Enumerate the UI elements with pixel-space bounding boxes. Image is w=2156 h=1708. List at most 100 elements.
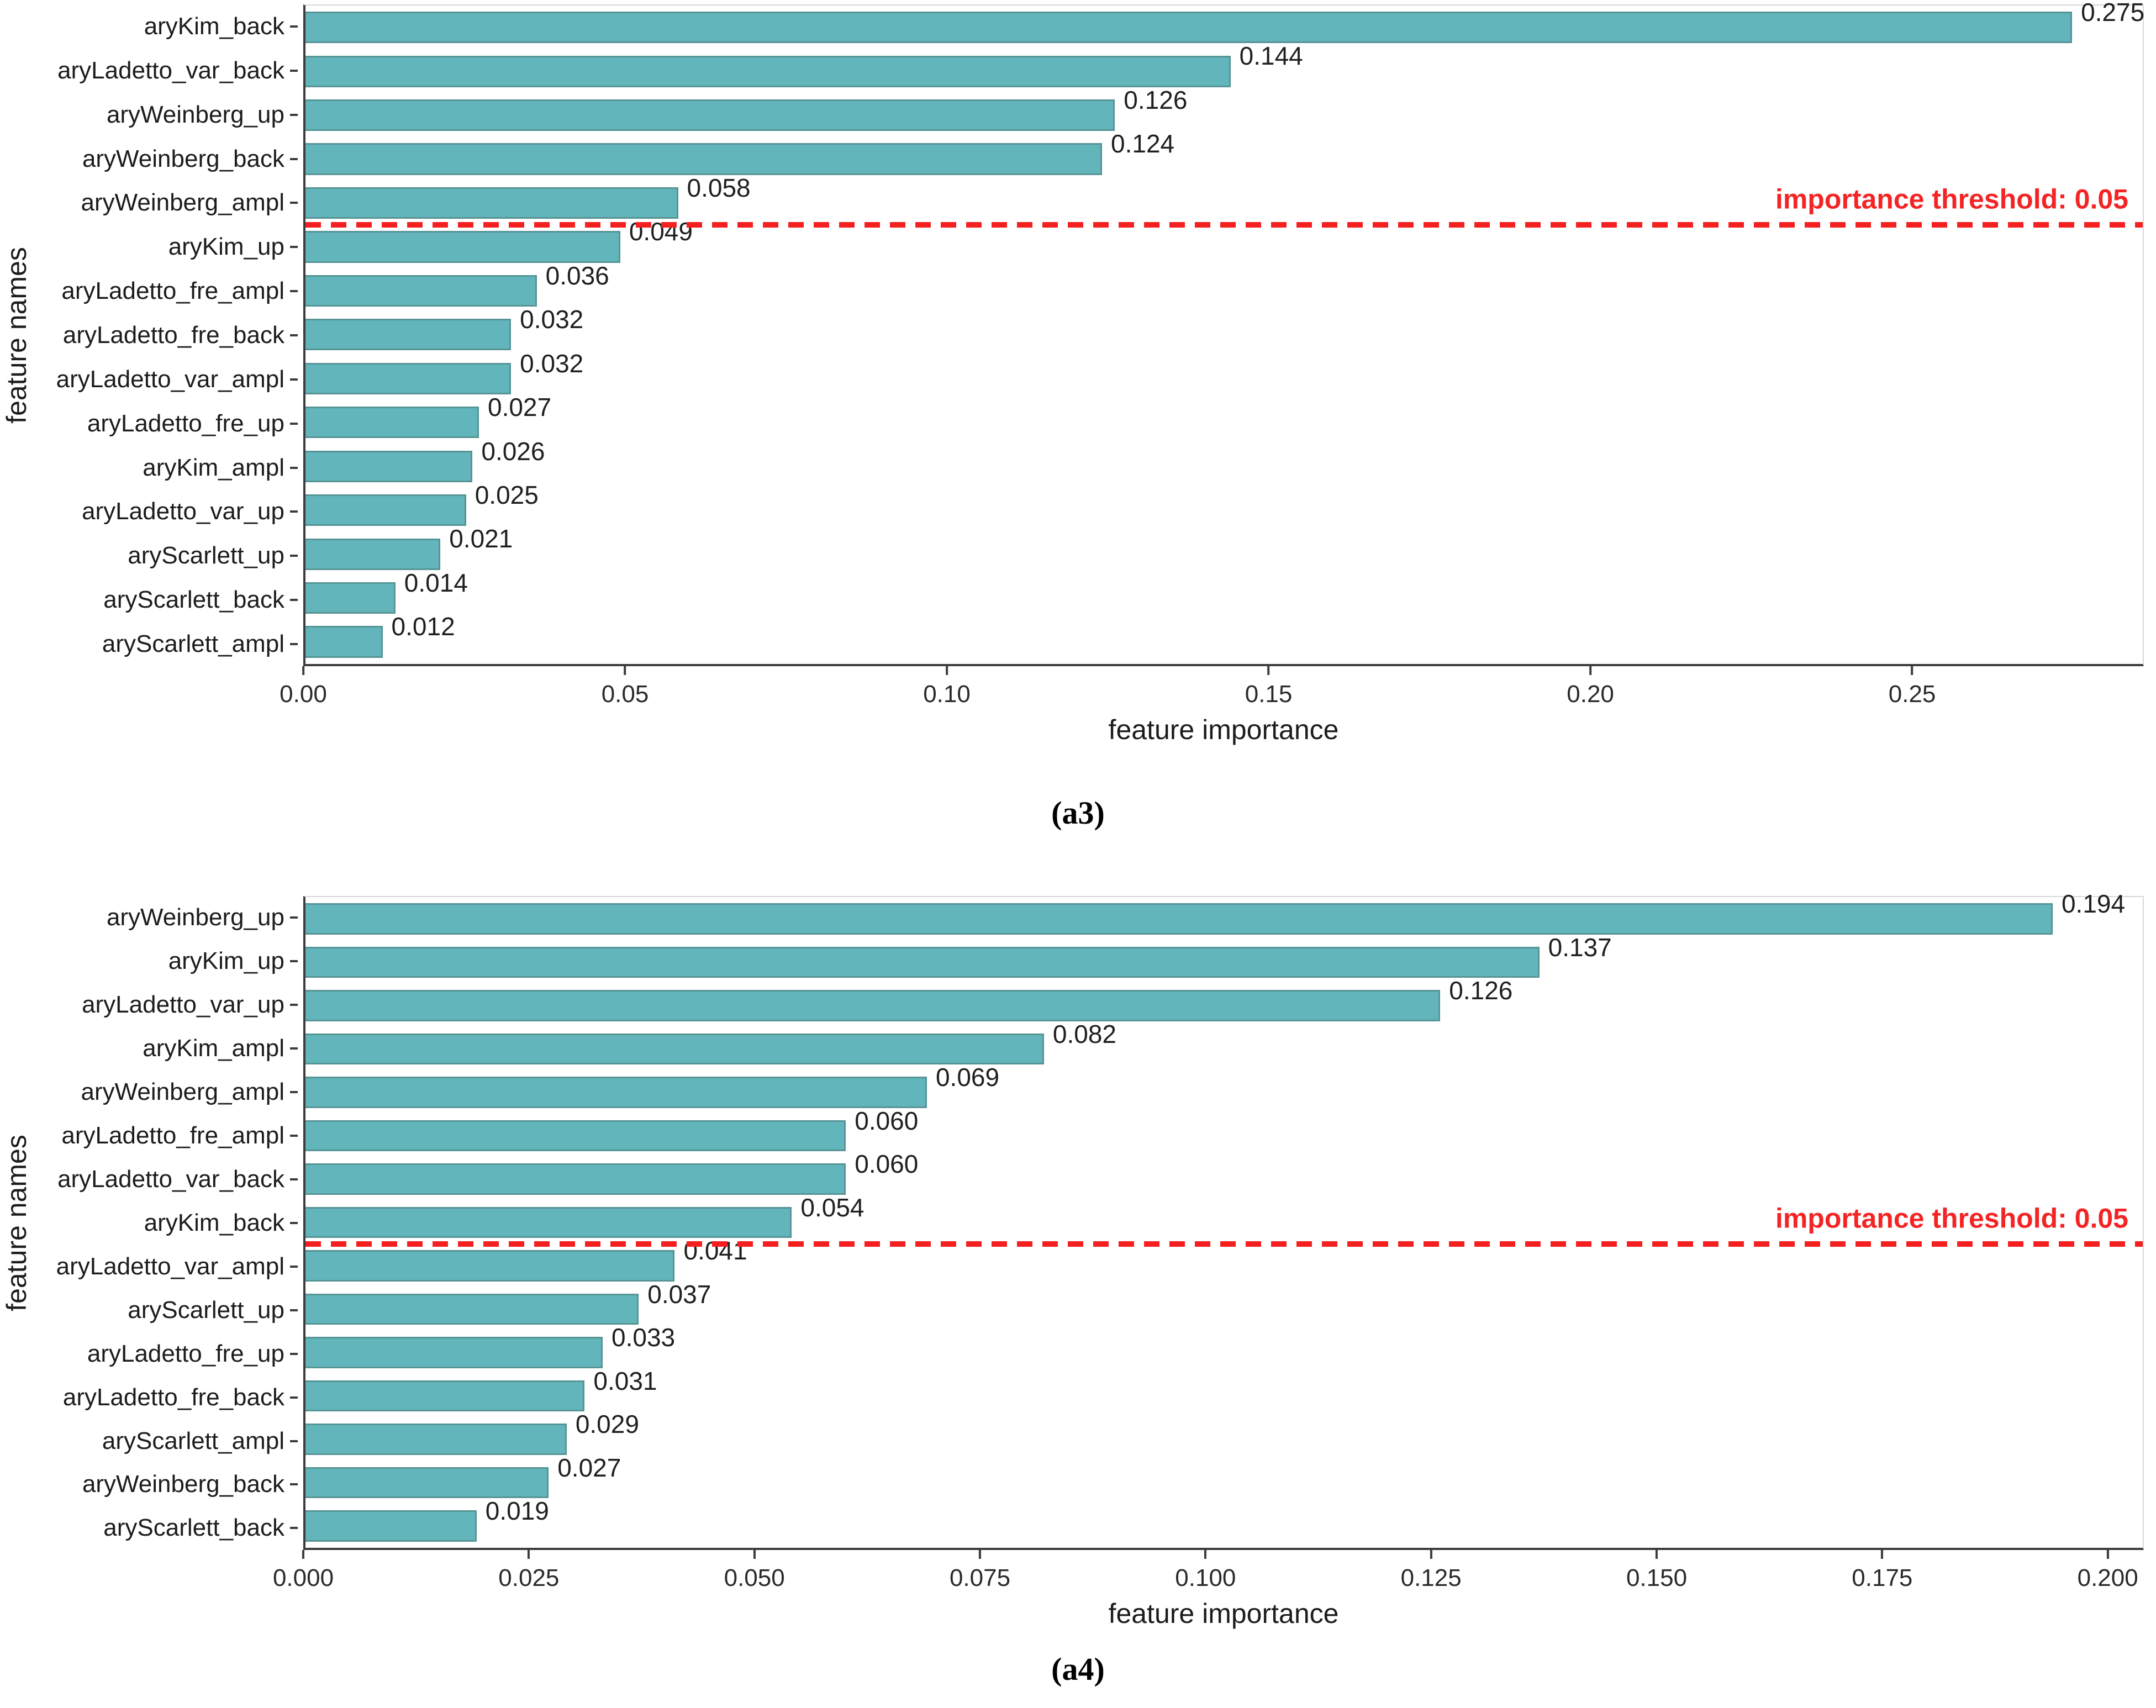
panel-caption: (a3) [1051, 795, 1105, 831]
x-tick-mark [1430, 1550, 1432, 1559]
feature-name-label: aryLadetto_fre_back [62, 321, 284, 349]
x-tick: 0.075 [950, 1550, 1010, 1592]
bar-row: 0.126 [305, 86, 2143, 137]
y-tick-mark [290, 466, 298, 469]
feature-name-label: aryKim_ampl [143, 1035, 284, 1062]
bar-row: 0.041 [305, 1236, 2143, 1288]
y-label-row: aryKim_up [0, 225, 298, 269]
bar-value-label: 0.041 [683, 1236, 747, 1266]
y-label-row: aryLadetto_var_back [0, 1158, 298, 1201]
y-label-row: aryLadetto_fre_up [0, 1332, 298, 1375]
y-tick-mark [290, 69, 298, 72]
bar-value-label: 0.144 [1239, 41, 1303, 71]
y-label-row: aryKim_up [0, 940, 298, 983]
importance-bar [305, 407, 479, 439]
y-tick-mark [290, 1178, 298, 1180]
y-tick-mark [290, 642, 298, 645]
y-tick-mark [290, 1352, 298, 1355]
x-tick-mark [1204, 1550, 1207, 1559]
x-tick-mark [528, 1550, 530, 1559]
feature-name-label: aryScarlett_back [103, 1514, 284, 1542]
y-label-row: aryWeinberg_up [0, 896, 298, 940]
feature-name-label: aryWeinberg_back [82, 145, 284, 172]
importance-bar [305, 582, 396, 614]
y-tick-mark [290, 1396, 298, 1399]
y-label-row: aryLadetto_fre_ampl [0, 269, 298, 313]
importance-bar [305, 1293, 639, 1325]
importance-threshold-label: importance threshold: 0.05 [1775, 1203, 2128, 1234]
bar-value-label: 0.021 [449, 524, 513, 553]
bar-row: 0.060 [305, 1150, 2143, 1201]
importance-bar [305, 946, 1540, 978]
bar-row: 0.058 [305, 173, 2143, 225]
feature-name-label: aryWeinberg_up [106, 904, 284, 931]
x-tick-label: 0.050 [724, 1564, 785, 1591]
feature-name-label: aryScarlett_up [128, 1296, 284, 1324]
feature-name-label: aryLadetto_fre_back [62, 1383, 284, 1411]
bar-value-label: 0.036 [545, 261, 609, 290]
y-label-row: aryKim_back [0, 1201, 298, 1245]
x-tick: 0.15 [1245, 666, 1292, 708]
y-label-row: aryWeinberg_ampl [0, 181, 298, 225]
importance-bar [305, 1250, 675, 1282]
y-label-row: aryWeinberg_up [0, 93, 298, 137]
bar-row: 0.054 [305, 1193, 2143, 1245]
y-label-row: aryScarlett_ampl [0, 1419, 298, 1463]
bar-row: 0.021 [305, 524, 2143, 576]
importance-bar [305, 626, 383, 658]
feature-name-label: aryScarlett_ampl [102, 1427, 284, 1454]
x-tick-label: 0.00 [280, 681, 327, 708]
y-tick-mark [290, 916, 298, 919]
x-tick-mark [302, 666, 304, 675]
y-label-row: aryScarlett_back [0, 1506, 298, 1550]
importance-bar [305, 187, 678, 219]
bar-row: 0.194 [305, 889, 2143, 941]
bar-value-label: 0.029 [575, 1410, 639, 1439]
y-tick-mark [290, 290, 298, 293]
chart-panel-a3: feature names aryKim_back aryLadetto_var_… [0, 0, 2144, 831]
x-axis-title: feature importance [1108, 1598, 1339, 1629]
bar-row: 0.027 [305, 1453, 2143, 1505]
y-tick-mark [290, 378, 298, 381]
importance-bar [305, 55, 1231, 87]
importance-threshold-line [305, 222, 2143, 228]
bar-value-label: 0.058 [687, 173, 751, 202]
y-label-row: aryLadetto_var_ampl [0, 357, 298, 402]
importance-bar [305, 12, 2073, 44]
y-tick-mark [290, 1221, 298, 1224]
importance-bar [305, 1467, 549, 1499]
y-tick-mark [290, 1309, 298, 1311]
x-tick-mark [1267, 666, 1270, 675]
y-tick-mark [290, 422, 298, 425]
y-axis-labels: aryKim_back aryLadetto_var_back aryWeinber… [0, 4, 298, 666]
feature-name-label: aryWeinberg_ampl [81, 189, 284, 217]
x-axis: 0.00 0.05 0.10 0.15 0.20 0.25 [280, 666, 2144, 732]
bar-row: 0.082 [305, 1020, 2143, 1071]
feature-name-label: aryKim_up [168, 947, 284, 975]
bar-row: 0.137 [305, 933, 2143, 984]
importance-bar [305, 538, 441, 570]
bar-row: 0.025 [305, 481, 2143, 532]
y-label-row: aryLadetto_fre_up [0, 402, 298, 446]
x-tick: 0.05 [602, 666, 649, 708]
x-tick-label: 0.05 [601, 681, 649, 708]
bar-row: 0.124 [305, 129, 2143, 181]
feature-name-label: aryScarlett_ampl [102, 630, 284, 657]
feature-name-label: aryLadetto_fre_ampl [61, 1122, 284, 1150]
x-tick-label: 0.125 [1400, 1564, 1462, 1591]
importance-bar [305, 319, 512, 351]
y-label-row: aryWeinberg_back [0, 137, 298, 181]
y-tick-mark [290, 1135, 298, 1137]
x-tick-label: 0.075 [949, 1564, 1011, 1591]
x-axis: 0.000 0.025 0.050 0.075 0.100 0.125 0.150 0.175… [273, 1550, 2144, 1616]
x-tick-mark [1911, 666, 1913, 675]
importance-bar [305, 1077, 927, 1108]
importance-bar [305, 1163, 846, 1195]
x-tick: 0.025 [498, 1550, 559, 1592]
y-tick-mark [290, 157, 298, 160]
importance-bar [305, 231, 620, 263]
importance-bar [305, 1120, 846, 1152]
x-tick: 0.200 [2078, 1550, 2138, 1592]
x-axis-title: feature importance [1108, 714, 1339, 745]
importance-bar [305, 1380, 585, 1412]
